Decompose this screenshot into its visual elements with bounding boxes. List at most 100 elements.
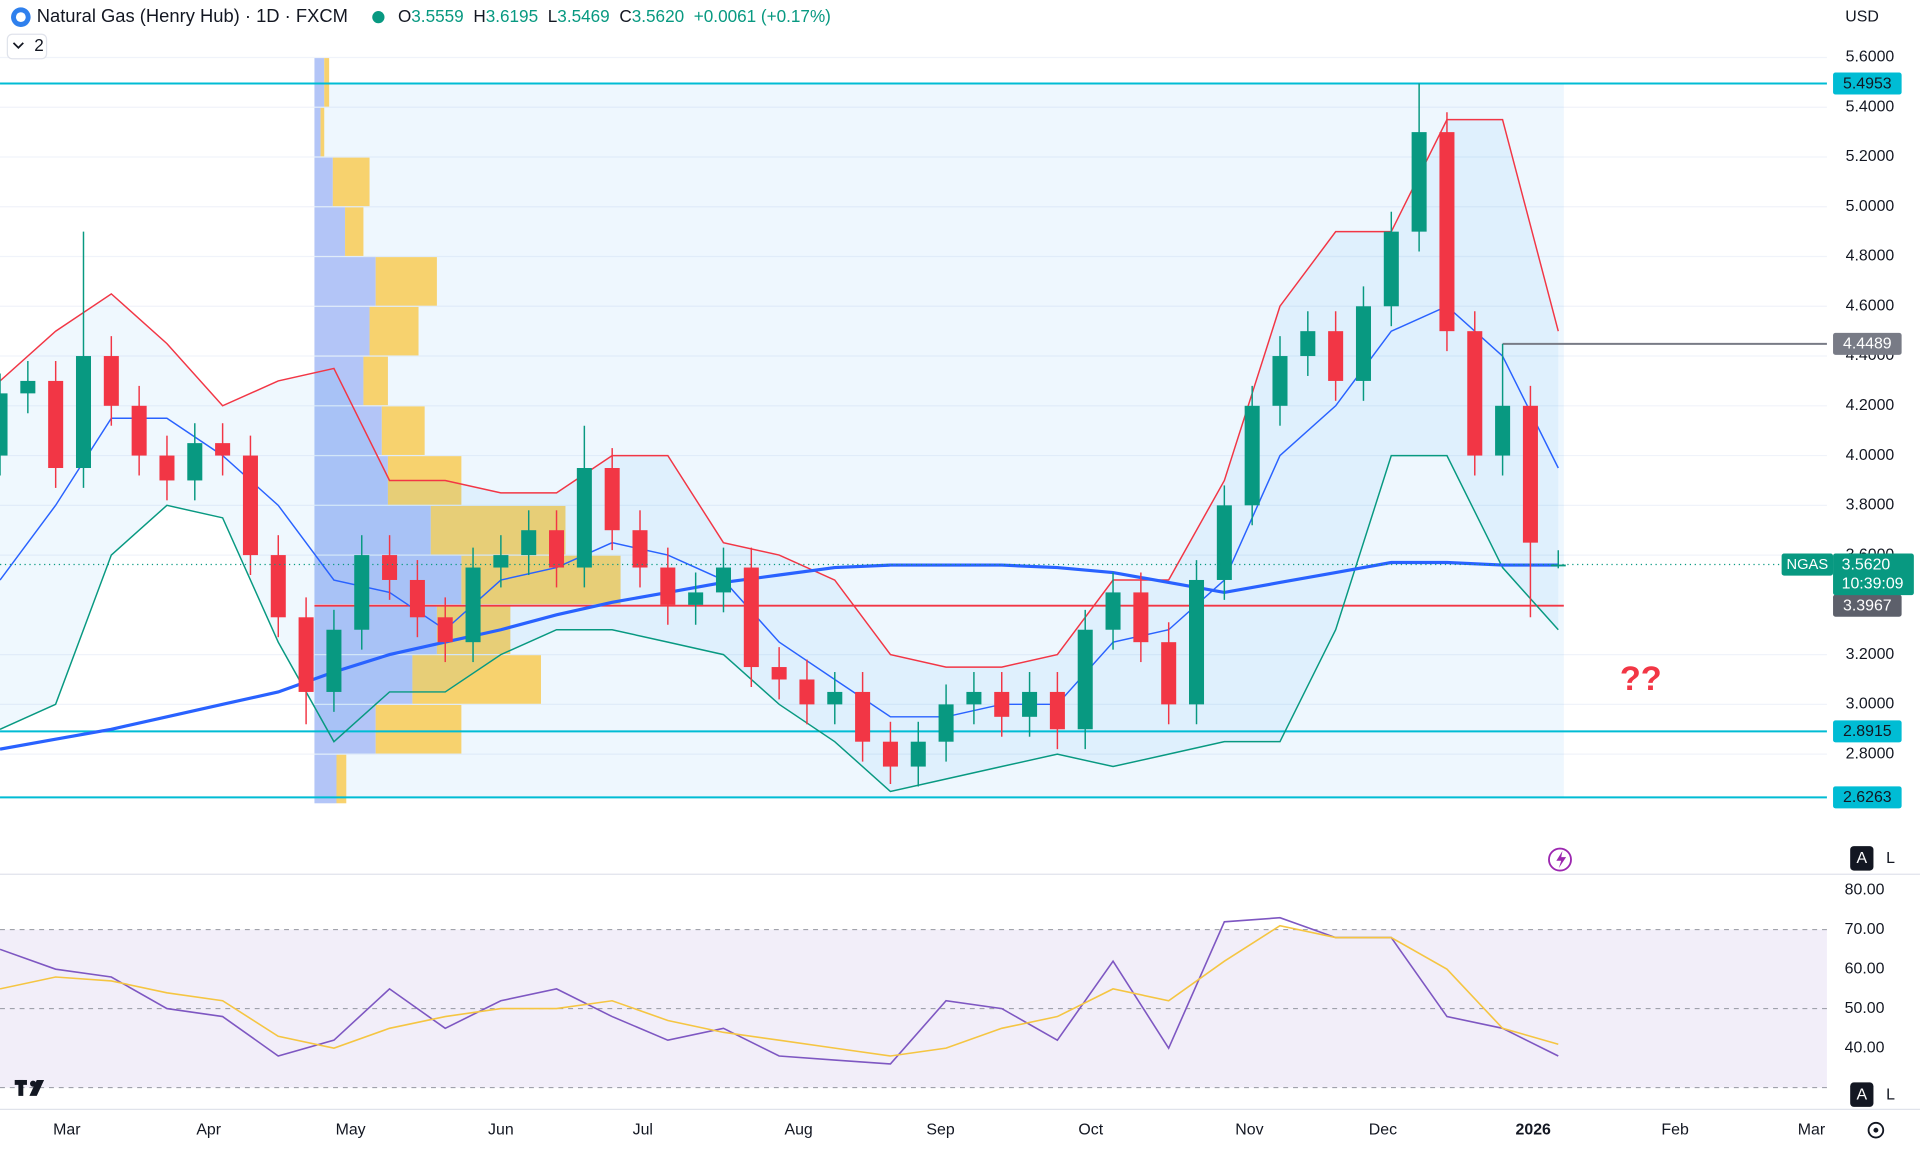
volume-profile-down	[324, 58, 330, 107]
y-tick-label: 5.6000	[1846, 49, 1895, 66]
volume-profile-down	[336, 754, 347, 804]
symbol-tag-label: NGAS	[1787, 557, 1829, 573]
x-tick-label: Jul	[633, 1121, 653, 1138]
candle-body	[1216, 505, 1232, 580]
y-tick-label: 40.00	[1845, 1039, 1885, 1056]
candle-body	[437, 617, 453, 643]
volume-profile-up	[314, 754, 337, 804]
currency[interactable]: USD	[1845, 8, 1879, 25]
last-price-label: 3.5620	[1842, 556, 1891, 573]
x-tick-label: 2026	[1516, 1121, 1552, 1138]
candle-body	[409, 579, 425, 618]
volume-profile-down	[345, 207, 364, 256]
level-label-box	[1833, 332, 1902, 355]
indicator-toggle[interactable]	[6, 33, 48, 60]
candle-body	[1439, 132, 1455, 332]
x-tick-label: Oct	[1078, 1121, 1103, 1138]
candle-body	[326, 629, 342, 692]
x-tick-label: Aug	[784, 1121, 812, 1138]
ohlc-value: 3.5469	[557, 6, 609, 26]
candle-body	[382, 555, 398, 580]
indicator-line	[0, 560, 1559, 751]
candle-body	[354, 555, 370, 630]
log-scale-label[interactable]: L	[1886, 1086, 1895, 1103]
y-tick-label: 5.2000	[1846, 148, 1895, 165]
candle-body	[688, 592, 704, 605]
y-tick-label: 4.6000	[1846, 297, 1895, 314]
countdown: 10:39:09	[1842, 575, 1904, 592]
volume-profile-up	[314, 306, 370, 356]
candle-body	[1244, 405, 1260, 506]
candle-body	[632, 530, 648, 568]
price-panel: 2.80003.00003.20003.60003.80004.00004.20…	[0, 49, 1914, 809]
candle-body	[1189, 579, 1205, 705]
x-tick-label: Dec	[1369, 1121, 1397, 1138]
candle-body	[966, 691, 982, 705]
volume-profile-down	[332, 157, 370, 207]
alert-bolt	[1556, 851, 1567, 869]
candle-body	[660, 567, 676, 605]
volume-profile-up	[314, 58, 325, 107]
settings-icon-center	[1873, 1127, 1879, 1133]
annotation: ??	[1620, 660, 1662, 698]
settings-icon[interactable]	[1867, 1121, 1885, 1139]
candle-body	[1049, 691, 1065, 730]
candle-body	[1411, 132, 1427, 232]
ohlc-value: 3.6195	[486, 6, 538, 26]
y-tick-label: 80.00	[1845, 881, 1885, 898]
volume-profile-down	[320, 107, 325, 157]
market-status	[372, 11, 385, 24]
logo-part	[29, 1079, 45, 1096]
x-tick-label: Apr	[196, 1121, 221, 1138]
x-tick-label: Feb	[1661, 1121, 1689, 1138]
auto-scale-label: A	[1857, 850, 1868, 867]
tradingview-logo[interactable]	[14, 1079, 45, 1096]
symbol-icon-inner	[15, 12, 26, 23]
indicator-count: 2	[34, 35, 44, 55]
volume-profile-down	[412, 655, 541, 704]
level-label-box	[1833, 720, 1902, 743]
candle-body	[910, 741, 926, 767]
candle-body	[576, 468, 592, 568]
candle-body	[799, 679, 815, 705]
logo-part	[18, 1079, 24, 1096]
candle-body	[549, 530, 565, 568]
candle-body	[827, 691, 843, 705]
y-tick-label: 50.00	[1845, 1000, 1885, 1017]
chevron	[12, 42, 24, 49]
volume-profile-down	[375, 704, 462, 754]
rsi-panel: 40.00 50.00 60.00 70.00 80.00 Mar Apr May Jun Jul…	[0, 881, 1885, 1138]
candle-body	[994, 691, 1010, 717]
level-label: 4.4489	[1843, 336, 1892, 353]
candle-body	[1022, 691, 1038, 717]
ohlc-legend: O3.5559 H3.6195 L3.5469 C3.5620 +0.0061 …	[398, 6, 831, 26]
volume-profile-down	[381, 406, 425, 455]
ohlc-label: O	[398, 6, 411, 26]
change: +0.0061 (+0.17%)	[694, 6, 831, 26]
candle-body	[75, 356, 92, 469]
y-tick-label: 4.2000	[1846, 397, 1895, 414]
y-tick-label: 4.0000	[1846, 447, 1895, 464]
y-tick-label: 2.8000	[1846, 745, 1895, 762]
candle-body	[1467, 331, 1483, 456]
alert-icon[interactable]	[1548, 847, 1572, 872]
indicator-line	[0, 118, 1559, 668]
x-tick-label: Nov	[1235, 1121, 1263, 1138]
level-label-box	[1833, 594, 1902, 617]
candle-body	[270, 555, 286, 618]
y-tick-label: 5.0000	[1846, 198, 1895, 215]
candle-body	[855, 691, 871, 742]
y-tick-label: 3.2000	[1846, 646, 1895, 663]
log-scale-label[interactable]: L	[1886, 850, 1895, 867]
candle-body	[48, 380, 64, 469]
x-tick-label: May	[336, 1121, 366, 1138]
candle-body	[882, 741, 898, 767]
candle-body	[1133, 592, 1149, 643]
y-tick-label: 3.0000	[1846, 696, 1895, 713]
auto-scale-button[interactable]	[1850, 1082, 1874, 1107]
indicator-line	[0, 454, 1559, 793]
x-tick-label: Mar	[53, 1121, 81, 1138]
volume-profile-down	[430, 505, 566, 555]
level-label: 2.6263	[1843, 789, 1892, 806]
auto-scale-button[interactable]	[1850, 846, 1874, 871]
